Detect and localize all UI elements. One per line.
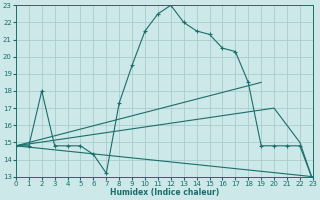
- X-axis label: Humidex (Indice chaleur): Humidex (Indice chaleur): [110, 188, 219, 197]
